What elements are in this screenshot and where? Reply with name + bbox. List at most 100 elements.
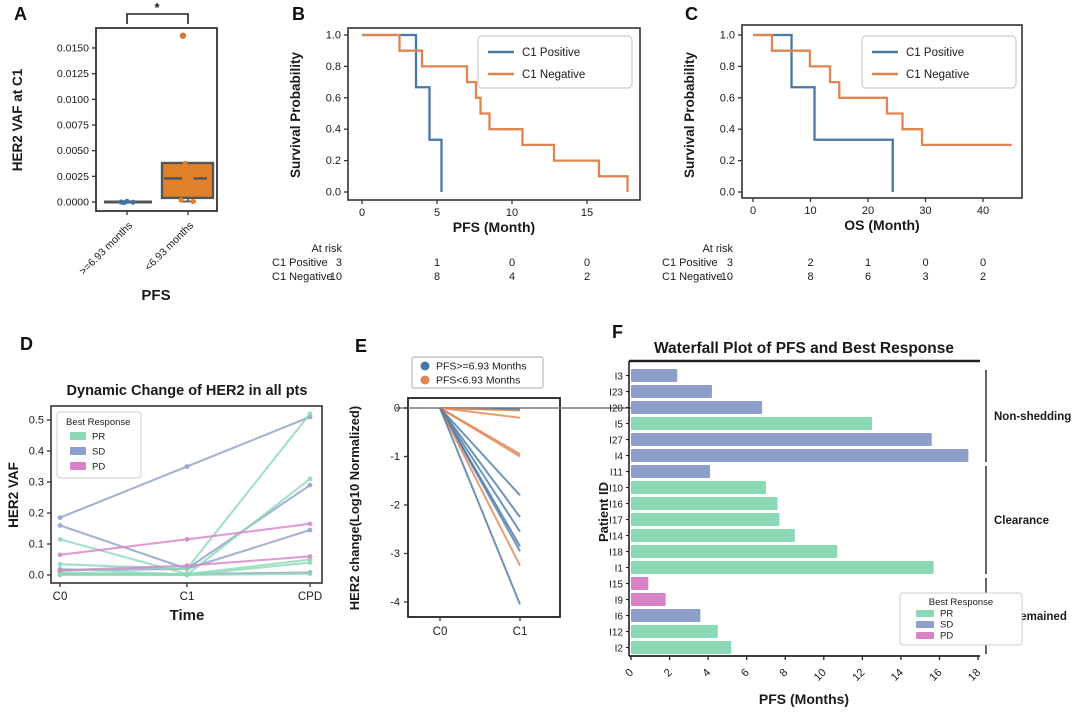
x-tick-label: 30	[919, 205, 931, 217]
x-tick-label: C1	[180, 591, 195, 603]
x-tick-label: 0	[750, 205, 756, 217]
legend-label: C1 Negative	[522, 69, 585, 81]
y-axis-label: HER2 VAF at C1	[10, 68, 25, 171]
y-tick-label: -1	[390, 451, 400, 463]
legend-swatch	[916, 610, 934, 617]
km-curve-c1-positive	[753, 33, 894, 192]
legend: PFS>=6.93 Months PFS<6.93 Months	[411, 356, 544, 389]
at-risk-count: 2	[980, 271, 986, 283]
y-tick-label: 0.8	[326, 61, 341, 73]
at-risk-name: C1 Positive	[272, 257, 328, 269]
data-point	[57, 552, 63, 558]
y-tick-label: 0.3	[29, 477, 44, 489]
legend-label: SD	[940, 620, 953, 631]
x-tick-label: 40	[977, 205, 989, 217]
bar-I10	[631, 481, 766, 494]
data-point	[307, 560, 313, 565]
slope-line-blue	[439, 407, 521, 518]
bar-label: I3	[615, 372, 624, 383]
y-axis-label: HER2 VAF	[6, 462, 21, 528]
panel-e-label: E	[355, 336, 368, 356]
at-risk-count: 1	[434, 257, 440, 269]
x-tick-label: 0	[623, 667, 636, 680]
bar-I12	[631, 625, 718, 638]
at-risk-count: 10	[330, 271, 342, 283]
legend: C1 Positive C1 Negative	[861, 35, 1017, 89]
x-tick-label: 15	[581, 207, 593, 219]
panel-e-chart: 0 -1 -2 -3 -4 C0 C1 PFS>=6.93 Months PFS<6.93 Mo…	[347, 356, 633, 638]
bar-I23	[631, 385, 712, 398]
data-point	[307, 527, 313, 533]
x-tick-label: 6	[739, 667, 752, 680]
at-risk-count: 0	[584, 257, 590, 269]
at-risk-count: 10	[721, 271, 733, 283]
y-tick-label: 0.0075	[57, 119, 89, 131]
line-series-pr	[57, 571, 313, 578]
box	[160, 161, 215, 200]
data-point	[57, 536, 63, 542]
data-point	[184, 572, 190, 578]
bar-label: I14	[609, 532, 623, 543]
data-point	[121, 200, 127, 206]
data-point	[190, 198, 196, 205]
legend-label: PFS>=6.93 Months	[436, 361, 526, 373]
axes-frame	[741, 24, 1023, 199]
panel-f-chart: Waterfall Plot of PFS and Best Response I…	[596, 340, 1071, 707]
km-curve-c1-negative	[753, 33, 1012, 147]
legend-label: PD	[940, 631, 953, 642]
bar-label: I18	[609, 548, 623, 559]
y-tick-label: 0.1	[29, 539, 44, 551]
y-tick-label: 0.0	[29, 570, 44, 582]
panel-c: C 0.0 0.2 0.4 0.6 0.8 1.0 0 10 20 30 40 C1 Positive…	[660, 0, 1080, 315]
y-tick-label: 0.2	[29, 508, 44, 520]
y-tick-label: 0.8	[720, 61, 735, 73]
y-tick-label: 0.0	[326, 187, 341, 199]
legend-title: Best Response	[929, 597, 993, 608]
y-tick-label: 0.2	[326, 155, 341, 167]
at-risk-count: 0	[922, 257, 928, 269]
bar-I18	[631, 545, 838, 558]
bar-I20	[631, 401, 763, 414]
bar-label: I10	[609, 484, 623, 495]
y-tick-label: 0.0150	[57, 42, 89, 54]
bar-I1	[631, 561, 934, 574]
x-tick-label: 0	[359, 207, 365, 219]
box-group-lt693	[160, 32, 215, 205]
at-risk-name: C1 Negative	[662, 271, 723, 283]
y-tick-label: 0.0100	[57, 94, 89, 106]
panel-a-chart: 0.0000 0.0025 0.0050 0.0075 0.0100 0.0125 0.01…	[10, 0, 218, 304]
panel-d: D Dynamic Change of HER2 in all pts 0.0 0.…	[0, 320, 345, 660]
bar-label: I16	[609, 500, 623, 511]
y-tick-label: 1.0	[326, 30, 341, 42]
data-point	[57, 523, 63, 528]
bar-label: I5	[615, 420, 624, 431]
significance-bracket	[126, 13, 189, 24]
y-tick-label: 0.6	[326, 92, 341, 104]
bar-I16	[631, 497, 778, 510]
x-tick-label: 5	[434, 207, 440, 219]
y-tick-label: 0.4	[720, 124, 735, 136]
slope-line-blue	[439, 407, 521, 552]
bar-label: I23	[609, 388, 623, 399]
slope-line-blue	[439, 407, 521, 533]
x-tick-label: 16	[927, 667, 944, 684]
data-point	[130, 199, 136, 205]
bar-I3	[631, 369, 678, 382]
bar-label: I17	[609, 516, 623, 527]
at-risk-count: 8	[434, 271, 440, 283]
y-axis-label: HER2 change(Log10 Normalized)	[347, 406, 362, 610]
category-label: <6.93 months	[142, 220, 196, 274]
panel-f: F Waterfall Plot of PFS and Best Respons…	[596, 320, 1080, 717]
at-risk-header: At risk	[311, 243, 342, 255]
chart-path	[59, 478, 311, 576]
km-curve-c1-positive	[362, 33, 443, 192]
data-point	[184, 536, 190, 542]
bar-label: I4	[615, 452, 624, 463]
y-tick-label: 0	[394, 403, 400, 415]
y-axis-label: Survival Probability	[288, 51, 303, 178]
y-tick-label: -4	[390, 597, 400, 609]
slope-line-orange	[439, 407, 521, 412]
y-tick-label: 0.2	[720, 155, 735, 167]
